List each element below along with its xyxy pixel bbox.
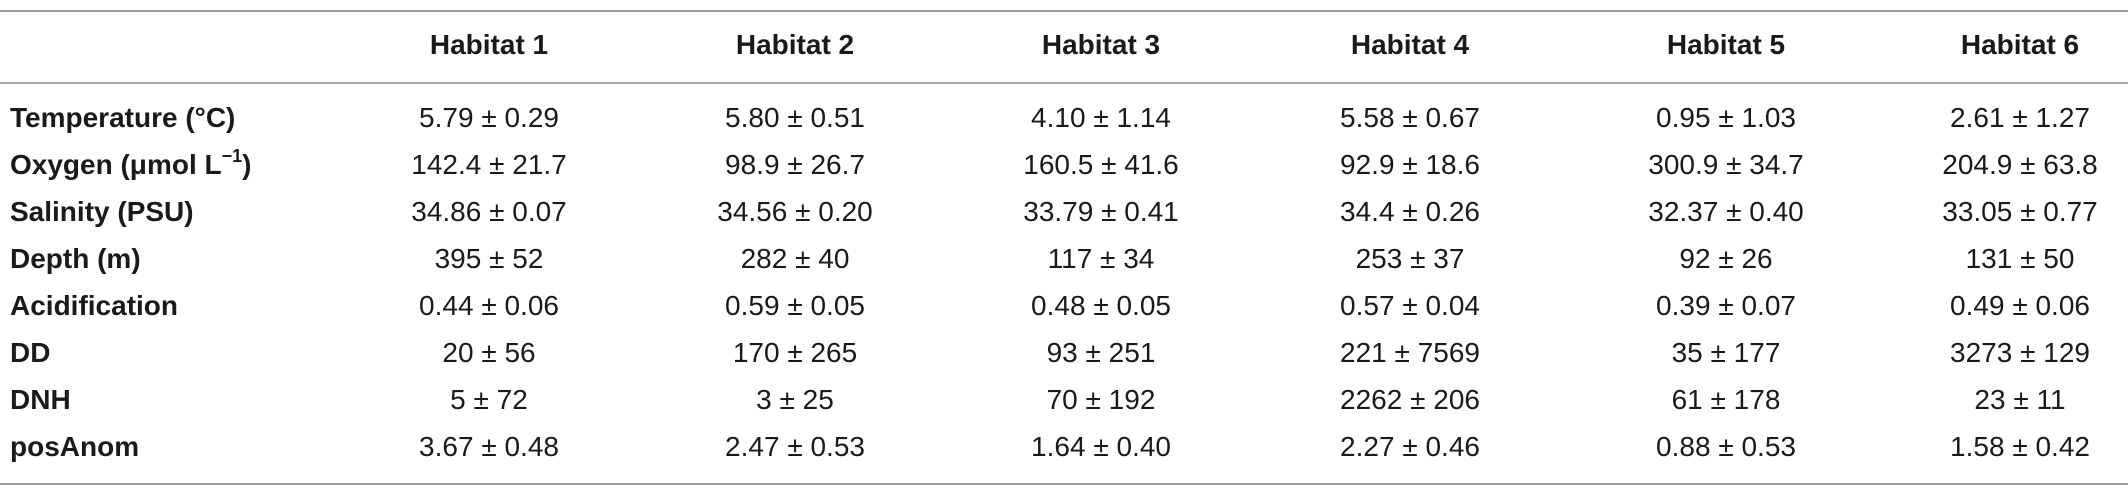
column-header-habitat-3: Habitat 3 xyxy=(1041,29,1161,60)
table-cell: 34.4 ± 0.26 xyxy=(1340,196,1480,227)
table-cell: 33.79 ± 0.41 xyxy=(1023,196,1179,227)
table-cell: 4.10 ± 1.14 xyxy=(1031,102,1171,133)
column-header-habitat-1: Habitat 1 xyxy=(429,29,549,60)
table-cell: 142.4 ± 21.7 xyxy=(411,149,567,180)
table-cell: 395 ± 52 xyxy=(434,243,544,274)
row-label-text: Salinity (PSU) xyxy=(10,196,194,227)
table-cell: 0.59 ± 0.05 xyxy=(725,290,865,321)
table-cell: 34.56 ± 0.20 xyxy=(717,196,873,227)
row-label: DD xyxy=(10,336,50,370)
row-label: DNH xyxy=(10,383,71,417)
table-cell: 61 ± 178 xyxy=(1671,384,1781,415)
table-cell: 23 ± 11 xyxy=(1974,384,2066,415)
table-cell: 1.58 ± 0.42 xyxy=(1950,431,2090,462)
row-label-text: DD xyxy=(10,337,51,368)
table-cell: 92 ± 26 xyxy=(1679,243,1773,274)
row-label-text: Temperature (°C) xyxy=(10,102,236,133)
table-cell: 33.05 ± 0.77 xyxy=(1942,196,2098,227)
table-cell: 3.67 ± 0.48 xyxy=(419,431,559,462)
table-cell: 2.61 ± 1.27 xyxy=(1950,102,2090,133)
row-label-text: posAnom xyxy=(10,431,140,462)
table-header-rule xyxy=(0,82,2128,84)
table-cell: 170 ± 265 xyxy=(732,337,858,368)
table-cell: 35 ± 177 xyxy=(1671,337,1781,368)
column-header-habitat-4: Habitat 4 xyxy=(1350,29,1470,60)
table-cell: 5.79 ± 0.29 xyxy=(419,102,559,133)
row-label-text: Acidification xyxy=(10,290,179,321)
table-cell: 0.88 ± 0.53 xyxy=(1656,431,1796,462)
table-cell: 34.86 ± 0.07 xyxy=(411,196,567,227)
row-label: posAnom xyxy=(10,430,139,464)
table-cell: 5.58 ± 0.67 xyxy=(1340,102,1480,133)
row-label: Temperature (°C) xyxy=(10,101,235,135)
table-cell: 0.39 ± 0.07 xyxy=(1656,290,1796,321)
row-label: Depth (m) xyxy=(10,242,141,276)
table-cell: 5.80 ± 0.51 xyxy=(725,102,865,133)
table-cell: 1.64 ± 0.40 xyxy=(1031,431,1171,462)
table-cell: 98.9 ± 26.7 xyxy=(725,149,865,180)
table-cell: 3 ± 25 xyxy=(756,384,834,415)
table-cell: 0.48 ± 0.05 xyxy=(1031,290,1171,321)
table-cell: 300.9 ± 34.7 xyxy=(1648,149,1804,180)
table-cell: 221 ± 7569 xyxy=(1340,337,1480,368)
row-label-text: Oxygen (μmol L xyxy=(10,149,222,180)
table-cell: 282 ± 40 xyxy=(740,243,850,274)
column-header-habitat-2: Habitat 2 xyxy=(735,29,855,60)
table-cell: 20 ± 56 xyxy=(442,337,536,368)
table-cell: 5 ± 72 xyxy=(450,384,528,415)
table-cell: 253 ± 37 xyxy=(1355,243,1465,274)
row-label: Oxygen (μmol L−1) xyxy=(10,145,252,182)
table-top-rule xyxy=(0,10,2128,12)
table-cell: 0.95 ± 1.03 xyxy=(1656,102,1796,133)
table-cell: 93 ± 251 xyxy=(1046,337,1156,368)
row-label: Salinity (PSU) xyxy=(10,195,194,229)
table-cell: 70 ± 192 xyxy=(1046,384,1156,415)
table-cell: 0.57 ± 0.04 xyxy=(1340,290,1480,321)
row-label: Acidification xyxy=(10,289,178,323)
table-cell: 117 ± 34 xyxy=(1047,243,1155,274)
row-label-superscript: −1 xyxy=(221,145,243,166)
column-header-habitat-5: Habitat 5 xyxy=(1666,29,1786,60)
row-label-text: DNH xyxy=(10,384,71,415)
table-cell: 0.44 ± 0.06 xyxy=(419,290,559,321)
column-header-habitat-6: Habitat 6 xyxy=(1960,29,2080,60)
table-cell: 131 ± 50 xyxy=(1965,243,2075,274)
row-label-tail: ) xyxy=(242,149,252,180)
table-cell: 2262 ± 206 xyxy=(1340,384,1480,415)
table-cell: 2.47 ± 0.53 xyxy=(725,431,865,462)
row-label-text: Depth (m) xyxy=(10,243,141,274)
table-cell: 2.27 ± 0.46 xyxy=(1340,431,1480,462)
table-cell: 3273 ± 129 xyxy=(1950,337,2090,368)
table-cell: 160.5 ± 41.6 xyxy=(1023,149,1179,180)
table-bottom-rule xyxy=(0,483,2128,485)
table-cell: 0.49 ± 0.06 xyxy=(1950,290,2090,321)
table-cell: 204.9 ± 63.8 xyxy=(1942,149,2098,180)
table-cell: 92.9 ± 18.6 xyxy=(1340,149,1480,180)
table-cell: 32.37 ± 0.40 xyxy=(1648,196,1804,227)
